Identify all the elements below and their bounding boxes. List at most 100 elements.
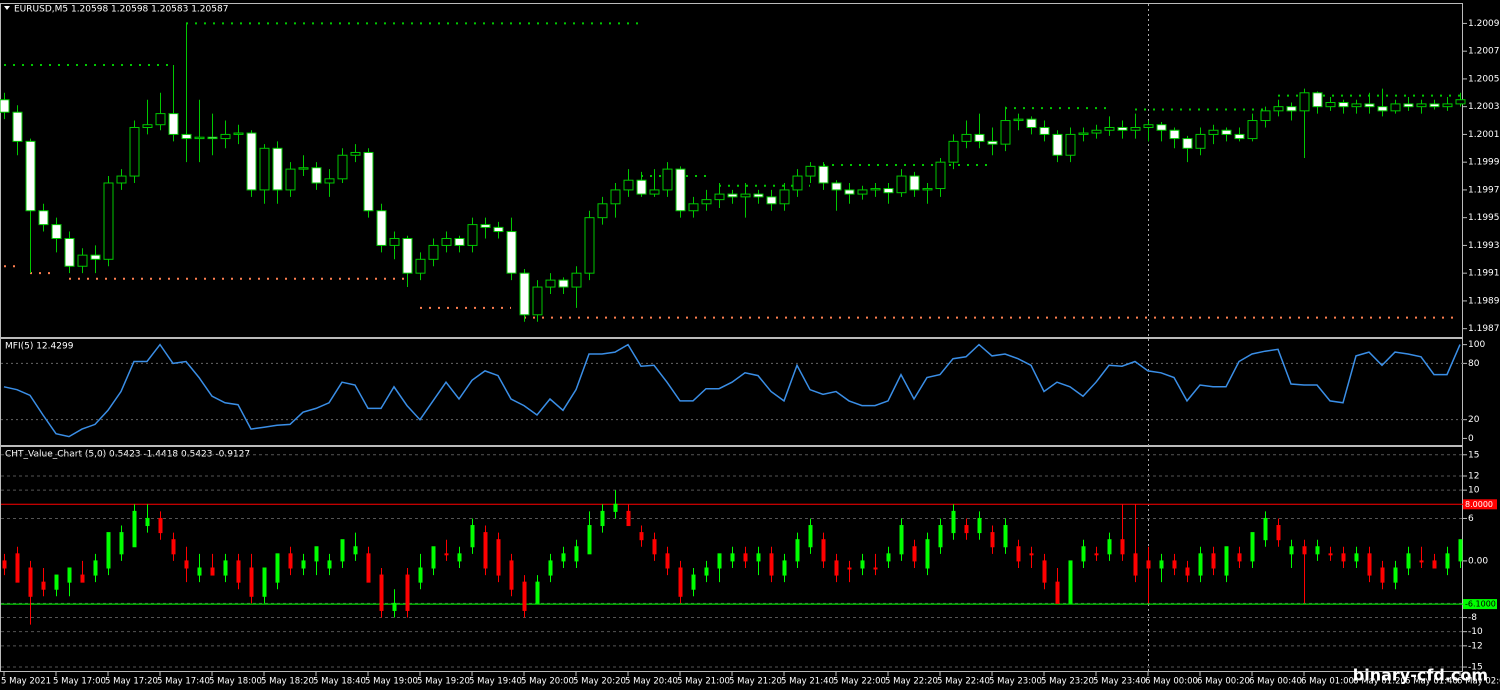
candle-body <box>857 189 868 195</box>
candle-body <box>766 196 777 205</box>
candle-body <box>883 188 894 194</box>
candle-body <box>272 147 283 191</box>
candle-body <box>1455 99 1466 105</box>
candle-body <box>639 532 644 541</box>
y-tick-label: 1.20055 <box>1468 74 1500 84</box>
candle-body <box>1013 118 1024 122</box>
x-tick-label: 5 May 19:40 <box>469 677 522 687</box>
candle-body <box>470 525 475 548</box>
candle-body <box>1172 560 1177 569</box>
candle-body <box>665 553 670 569</box>
candle-body <box>1029 553 1034 556</box>
candle-body <box>480 224 491 228</box>
candle-body <box>1351 103 1362 108</box>
candle-body <box>1198 553 1203 576</box>
candle-body <box>1432 560 1437 569</box>
candle-body <box>340 539 345 562</box>
candle-body <box>847 567 852 570</box>
candle-body <box>922 188 933 191</box>
y-tick-label: 1.19895 <box>1468 296 1500 306</box>
candle-body <box>990 532 995 548</box>
candle-body <box>1081 546 1086 562</box>
candle-body <box>1068 560 1073 604</box>
candle-body <box>714 193 725 201</box>
candle-body <box>285 168 296 191</box>
y-tick-label: 0.00 <box>1468 556 1488 566</box>
candle-body <box>909 175 920 191</box>
x-tick-label: 6 May 00:20 <box>1197 677 1250 687</box>
candle-body <box>1169 129 1180 140</box>
candle-body <box>249 567 254 597</box>
main-title: EURUSD,M5 1.20598 1.20598 1.20583 1.2058… <box>14 5 228 15</box>
candle-body <box>831 182 842 191</box>
candle-body <box>12 111 23 142</box>
candle-body <box>535 581 540 604</box>
x-tick-label: 5 May 20:40 <box>625 677 678 687</box>
candle-body <box>626 510 631 527</box>
candle-body <box>1273 106 1284 112</box>
x-tick-label: 5 May 22:00 <box>833 677 886 687</box>
candle-body <box>691 574 696 590</box>
x-tick-label: 5 May 17:20 <box>105 677 158 687</box>
candle-body <box>181 133 192 140</box>
candle-body <box>246 132 257 191</box>
candle-body <box>379 574 384 611</box>
candle-body <box>1221 129 1232 135</box>
candle-body <box>1377 106 1388 112</box>
x-tick-label: 5 May 21:00 <box>677 677 730 687</box>
candle-body <box>792 175 803 191</box>
candle-body <box>28 567 33 597</box>
candle-body <box>912 546 917 562</box>
candle-body <box>987 140 998 145</box>
candle-body <box>431 546 436 569</box>
candle-body <box>730 553 735 562</box>
candle-body <box>1406 553 1411 569</box>
candle-body <box>1393 567 1398 583</box>
candle-body <box>532 286 543 316</box>
candle-body <box>418 567 423 583</box>
candle-body <box>899 525 904 555</box>
x-tick-label: 5 May 23:40 <box>1093 677 1146 687</box>
candle-body <box>1312 92 1323 108</box>
candle-body <box>1104 126 1115 131</box>
candle-body <box>1042 560 1047 583</box>
candle-body <box>132 510 137 548</box>
candle-body <box>116 175 127 184</box>
candle-body <box>964 525 969 534</box>
candle-body <box>818 165 829 184</box>
candle-body <box>337 154 348 180</box>
candle-body <box>1003 525 1008 548</box>
y-tick-label: 1.20095 <box>1468 19 1500 29</box>
y-tick-label: 1.19935 <box>1468 241 1500 251</box>
candle-body <box>2 560 7 569</box>
candle-body <box>1159 560 1164 569</box>
mfi-line <box>3 343 1461 438</box>
candle-body <box>54 574 59 590</box>
candle-body <box>1146 560 1151 569</box>
candle-body <box>636 179 647 195</box>
x-tick-label: 5 May 17:00 <box>53 677 106 687</box>
x-tick-label: 5 May 21:40 <box>781 677 834 687</box>
candle-body <box>1185 567 1190 576</box>
watermark: binary-cfd.com <box>1353 666 1488 685</box>
candle-body <box>0 99 10 113</box>
candle-body <box>896 175 907 194</box>
candle-body <box>1026 118 1037 128</box>
candle-body <box>756 553 761 562</box>
y-tick-label: 100 <box>1468 340 1485 350</box>
candle-body <box>1211 553 1216 569</box>
candle-body <box>1224 546 1229 576</box>
candle-body <box>1416 103 1427 108</box>
x-tick-label: 6 May 01:00 <box>1301 677 1354 687</box>
candle-body <box>1315 546 1320 555</box>
candle-body <box>1078 132 1089 135</box>
menu-arrow[interactable] <box>4 6 10 10</box>
candle-body <box>142 124 153 128</box>
candle-body <box>288 553 293 569</box>
candle-body <box>366 553 371 583</box>
mfi-frame <box>0 338 1463 446</box>
candle-body <box>623 179 634 191</box>
candle-body <box>301 560 306 569</box>
candle-body <box>613 503 618 512</box>
candle-body <box>571 272 582 288</box>
